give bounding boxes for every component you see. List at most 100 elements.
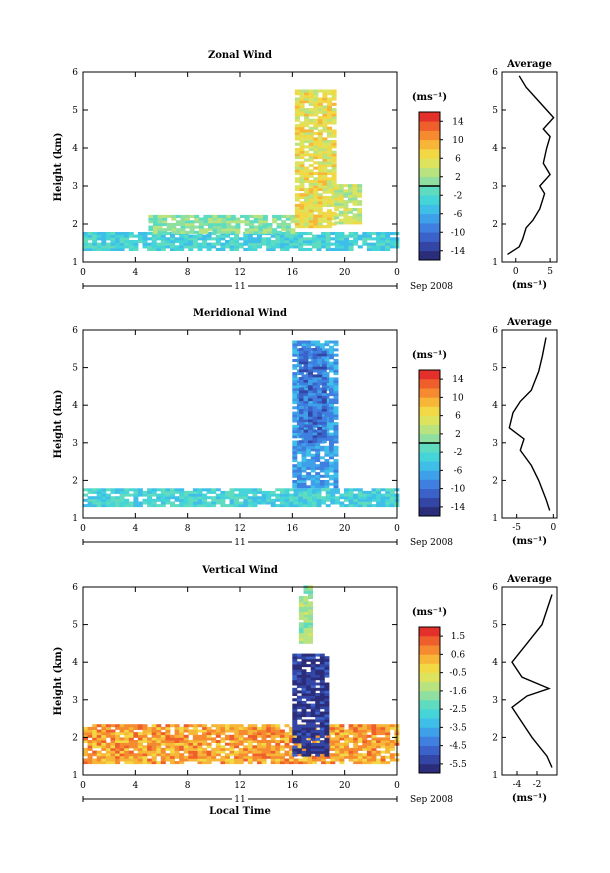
heatmap-cell — [292, 679, 298, 683]
heatmap-cell — [308, 134, 314, 138]
heatmap-cell — [331, 142, 337, 146]
heatmap-cell — [333, 424, 339, 428]
heatmap-cell — [304, 137, 310, 141]
heatmap-cell — [331, 102, 337, 106]
heatmap-cell — [96, 732, 102, 736]
heatmap-cell — [156, 496, 162, 500]
heatmap-cell — [308, 102, 314, 106]
plot-title: Vertical Wind — [201, 565, 278, 576]
heatmap-cell — [257, 753, 262, 757]
heatmap-cell — [285, 225, 291, 229]
heatmap-cell — [292, 380, 298, 383]
heatmap-cell — [371, 242, 377, 246]
heatmap-cell — [324, 461, 330, 465]
heatmap-cell — [83, 726, 88, 730]
profile-x-label: (ms⁻¹) — [512, 280, 547, 291]
heatmap-cell — [321, 406, 327, 409]
heatmap-cell — [319, 687, 325, 691]
heatmap-cell — [252, 737, 258, 741]
heatmap-cell — [115, 761, 121, 765]
heatmap-cell — [225, 240, 230, 244]
heatmap-cell — [110, 761, 116, 765]
heatmap-cell — [317, 132, 323, 136]
heatmap-cell — [385, 740, 391, 743]
heatmap-cell — [296, 700, 302, 704]
heatmap-cell — [331, 164, 337, 168]
x-tick-label: 20 — [339, 781, 351, 791]
heatmap-cell — [153, 214, 158, 218]
heatmap-cell — [192, 490, 198, 494]
heatmap-cell — [296, 466, 302, 470]
heatmap-cell — [333, 416, 339, 420]
heatmap-cell — [334, 189, 340, 193]
heatmap-cell — [329, 406, 334, 410]
heatmap-cell — [289, 234, 295, 238]
heatmap-cell — [160, 493, 166, 497]
heatmap-cell — [296, 690, 302, 694]
heatmap-cell — [261, 493, 267, 497]
heatmap-cell — [160, 742, 166, 746]
profile-line — [511, 594, 553, 768]
heatmap-cell — [313, 182, 319, 186]
heatmap-cell — [279, 737, 285, 741]
heatmap-cell — [296, 740, 302, 744]
heatmap-cell — [306, 658, 312, 662]
heatmap-cell — [275, 761, 281, 765]
heatmap-cell — [294, 153, 300, 157]
heatmap-cell — [317, 174, 323, 178]
heatmap-cell — [308, 601, 313, 605]
heatmap-cell — [339, 747, 345, 751]
heatmap-cell — [315, 474, 321, 478]
heatmap-cell — [292, 353, 298, 357]
heatmap-cell — [376, 750, 382, 754]
heatmap-cell — [247, 501, 253, 505]
heatmap-cell — [331, 121, 337, 125]
heatmap-cell — [292, 401, 298, 405]
heatmap-cell — [124, 729, 130, 733]
heatmap-cell — [115, 490, 121, 494]
heatmap-cell — [344, 490, 349, 494]
heatmap-cell — [160, 734, 166, 738]
heatmap-cell — [92, 750, 98, 754]
heatmap-cell — [128, 753, 134, 757]
heatmap-cell — [101, 488, 107, 492]
heatmap-cell — [266, 747, 272, 751]
heatmap-cell — [292, 482, 298, 486]
heatmap-cell — [366, 740, 372, 743]
heatmap-cell — [165, 240, 171, 244]
profile-x-tick-label: -5 — [512, 523, 521, 533]
heatmap-cell — [206, 501, 212, 505]
heatmap-cell — [331, 179, 337, 183]
heatmap-cell — [289, 496, 295, 500]
heatmap-cell — [289, 745, 295, 749]
heatmap-cell — [298, 640, 304, 644]
heatmap-cell — [380, 242, 386, 246]
heatmap-cell — [160, 758, 166, 762]
heatmap-cell — [344, 242, 349, 246]
heatmap-cell — [304, 132, 310, 136]
heatmap-cell — [142, 237, 148, 241]
heatmap-cell — [380, 504, 386, 508]
heatmap-cell — [192, 724, 198, 728]
heatmap-cell — [299, 102, 305, 106]
heatmap-cell — [258, 214, 264, 218]
heatmap-cell — [315, 729, 321, 733]
heatmap-cell — [321, 498, 327, 502]
heatmap-cell — [212, 214, 218, 218]
profile-y-tick-label: 3 — [492, 182, 498, 192]
heatmap-cell — [298, 496, 304, 500]
heatmap-cell — [366, 493, 372, 497]
heatmap-cell — [366, 761, 372, 765]
heatmap-cell — [352, 194, 358, 198]
heatmap-cell — [308, 140, 314, 144]
heatmap-cell — [296, 432, 302, 436]
heatmap-cell — [293, 232, 299, 236]
heatmap-cell — [310, 480, 316, 483]
heatmap-cell — [252, 740, 258, 743]
heatmap-cell — [312, 419, 318, 423]
heatmap-cell — [329, 453, 334, 457]
heatmap-cell — [165, 726, 171, 730]
heatmap-cell — [357, 753, 363, 757]
heatmap-cell — [258, 230, 264, 234]
